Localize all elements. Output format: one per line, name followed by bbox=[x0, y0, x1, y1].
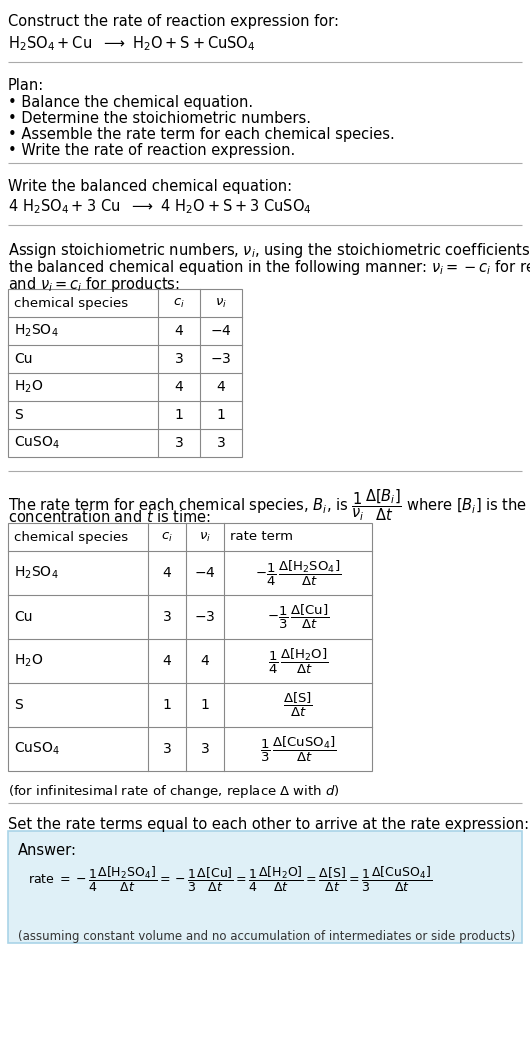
Text: $\mathrm{CuSO_4}$: $\mathrm{CuSO_4}$ bbox=[14, 435, 60, 451]
Text: 3: 3 bbox=[201, 742, 209, 756]
Text: $\mathrm{H_2SO_4}$: $\mathrm{H_2SO_4}$ bbox=[14, 565, 59, 581]
Text: 3: 3 bbox=[163, 742, 171, 756]
Text: Assign stoichiometric numbers, $\nu_i$, using the stoichiometric coefficients, $: Assign stoichiometric numbers, $\nu_i$, … bbox=[8, 241, 530, 260]
Text: 4: 4 bbox=[163, 566, 171, 580]
Text: rate term: rate term bbox=[230, 530, 293, 544]
Text: $\dfrac{1}{3}\,\dfrac{\Delta[\mathrm{CuSO_4}]}{\Delta t}$: $\dfrac{1}{3}\,\dfrac{\Delta[\mathrm{CuS… bbox=[260, 735, 336, 764]
Text: $-4$: $-4$ bbox=[210, 324, 232, 338]
Bar bbox=[8, 832, 522, 943]
Text: rate $= -\dfrac{1}{4}\dfrac{\Delta[\mathrm{H_2SO_4}]}{\Delta t}= -\dfrac{1}{3}\d: rate $= -\dfrac{1}{4}\dfrac{\Delta[\math… bbox=[28, 865, 432, 894]
Text: $\mathrm{H_2SO_4 + Cu\ \ \longrightarrow\ H_2O + S + CuSO_4}$: $\mathrm{H_2SO_4 + Cu\ \ \longrightarrow… bbox=[8, 34, 255, 53]
Text: $\nu_i$: $\nu_i$ bbox=[199, 530, 211, 544]
Text: $c_i$: $c_i$ bbox=[173, 297, 185, 309]
Text: 3: 3 bbox=[174, 436, 183, 450]
Text: $-4$: $-4$ bbox=[194, 566, 216, 580]
Bar bbox=[8, 289, 242, 457]
Text: 1: 1 bbox=[200, 698, 209, 712]
Text: $-3$: $-3$ bbox=[195, 610, 216, 624]
Text: Construct the rate of reaction expression for:: Construct the rate of reaction expressio… bbox=[8, 14, 339, 29]
Text: $c_i$: $c_i$ bbox=[161, 530, 173, 544]
Text: S: S bbox=[14, 408, 23, 422]
Text: Plan:: Plan: bbox=[8, 78, 44, 93]
Text: 3: 3 bbox=[174, 352, 183, 366]
Text: 1: 1 bbox=[174, 408, 183, 422]
Text: 4: 4 bbox=[201, 654, 209, 668]
Text: chemical species: chemical species bbox=[14, 530, 128, 544]
Text: 3: 3 bbox=[163, 610, 171, 624]
Text: $\mathrm{CuSO_4}$: $\mathrm{CuSO_4}$ bbox=[14, 741, 60, 758]
Text: $\dfrac{1}{4}\,\dfrac{\Delta[\mathrm{H_2O}]}{\Delta t}$: $\dfrac{1}{4}\,\dfrac{\Delta[\mathrm{H_2… bbox=[268, 646, 328, 675]
Bar bbox=[8, 523, 372, 771]
Text: • Balance the chemical equation.: • Balance the chemical equation. bbox=[8, 95, 253, 110]
Text: 4: 4 bbox=[217, 380, 225, 394]
Text: 4: 4 bbox=[174, 380, 183, 394]
Text: 1: 1 bbox=[217, 408, 225, 422]
Text: 3: 3 bbox=[217, 436, 225, 450]
Text: $\mathrm{4\ H_2SO_4 + 3\ Cu\ \ \longrightarrow\ 4\ H_2O + S + 3\ CuSO_4}$: $\mathrm{4\ H_2SO_4 + 3\ Cu\ \ \longrigh… bbox=[8, 197, 312, 216]
Text: 1: 1 bbox=[163, 698, 171, 712]
Text: The rate term for each chemical species, $B_i$, is $\dfrac{1}{\nu_i}\dfrac{\Delt: The rate term for each chemical species,… bbox=[8, 487, 530, 522]
Text: Set the rate terms equal to each other to arrive at the rate expression:: Set the rate terms equal to each other t… bbox=[8, 817, 529, 832]
Text: Answer:: Answer: bbox=[18, 843, 77, 858]
Text: S: S bbox=[14, 698, 23, 712]
Text: concentration and $t$ is time:: concentration and $t$ is time: bbox=[8, 508, 211, 525]
Text: (for infinitesimal rate of change, replace $\Delta$ with $d$): (for infinitesimal rate of change, repla… bbox=[8, 783, 340, 800]
Text: • Write the rate of reaction expression.: • Write the rate of reaction expression. bbox=[8, 143, 295, 158]
Text: Cu: Cu bbox=[14, 352, 32, 366]
Text: Write the balanced chemical equation:: Write the balanced chemical equation: bbox=[8, 179, 292, 194]
Text: $\mathrm{H_2O}$: $\mathrm{H_2O}$ bbox=[14, 379, 43, 395]
Text: $-3$: $-3$ bbox=[210, 352, 232, 366]
Text: and $\nu_i = c_i$ for products:: and $\nu_i = c_i$ for products: bbox=[8, 275, 180, 294]
Text: 4: 4 bbox=[174, 324, 183, 338]
Text: (assuming constant volume and no accumulation of intermediates or side products): (assuming constant volume and no accumul… bbox=[18, 931, 515, 943]
Text: $\dfrac{\Delta[\mathrm{S}]}{\Delta t}$: $\dfrac{\Delta[\mathrm{S}]}{\Delta t}$ bbox=[283, 691, 313, 719]
Text: chemical species: chemical species bbox=[14, 297, 128, 309]
Text: $\mathrm{H_2SO_4}$: $\mathrm{H_2SO_4}$ bbox=[14, 323, 59, 340]
Text: the balanced chemical equation in the following manner: $\nu_i = -c_i$ for react: the balanced chemical equation in the fo… bbox=[8, 258, 530, 277]
Text: $-\dfrac{1}{3}\,\dfrac{\Delta[\mathrm{Cu}]}{\Delta t}$: $-\dfrac{1}{3}\,\dfrac{\Delta[\mathrm{Cu… bbox=[267, 603, 329, 631]
Text: $\nu_i$: $\nu_i$ bbox=[215, 297, 227, 309]
Text: Cu: Cu bbox=[14, 610, 32, 624]
Text: $-\dfrac{1}{4}\,\dfrac{\Delta[\mathrm{H_2SO_4}]}{\Delta t}$: $-\dfrac{1}{4}\,\dfrac{\Delta[\mathrm{H_… bbox=[255, 559, 341, 588]
Text: $\mathrm{H_2O}$: $\mathrm{H_2O}$ bbox=[14, 652, 43, 669]
Text: • Determine the stoichiometric numbers.: • Determine the stoichiometric numbers. bbox=[8, 111, 311, 126]
Text: 4: 4 bbox=[163, 654, 171, 668]
Text: • Assemble the rate term for each chemical species.: • Assemble the rate term for each chemic… bbox=[8, 127, 395, 142]
